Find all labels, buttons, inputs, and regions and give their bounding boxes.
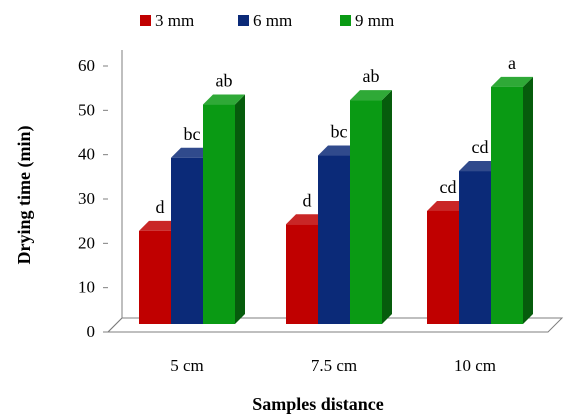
- bar-front: [286, 224, 318, 324]
- bar-side: [235, 94, 245, 324]
- bars: [139, 76, 533, 324]
- bar-side: [382, 90, 392, 324]
- legend-swatch: [340, 15, 351, 26]
- floor-edge: [107, 317, 123, 333]
- bar-top: [286, 214, 328, 225]
- legend-label: 9 mm: [355, 11, 394, 30]
- y-tick-label: 60: [78, 56, 95, 75]
- y-tick-label: 20: [78, 233, 95, 252]
- bar-front: [318, 155, 350, 324]
- bar-side: [523, 76, 533, 324]
- bar-top: [318, 145, 360, 156]
- legend-swatch: [140, 15, 151, 26]
- legend-item: 6 mm: [238, 11, 292, 30]
- bar-front: [459, 171, 491, 324]
- bar-top: [350, 90, 392, 101]
- bar-top: [171, 147, 213, 158]
- legend-item: 3 mm: [140, 11, 194, 30]
- bar-top: [459, 161, 501, 172]
- bar-front: [171, 157, 203, 324]
- legend-item: 9 mm: [340, 11, 394, 30]
- x-tick-label: 10 cm: [454, 356, 496, 375]
- bar-significance-label: cd: [472, 137, 489, 157]
- y-axis: 0 10 20 30 40 50 60: [78, 50, 123, 341]
- bar-front: [139, 230, 171, 324]
- bar-front: [491, 86, 523, 324]
- y-tick-label: 50: [78, 100, 95, 119]
- bar-front: [350, 100, 382, 324]
- legend-label: 6 mm: [253, 11, 292, 30]
- bar-significance-label: bc: [331, 122, 348, 142]
- x-tick-label: 7.5 cm: [311, 356, 357, 375]
- bar-front: [203, 104, 235, 324]
- bar-top: [427, 200, 469, 211]
- y-tick-label: 40: [78, 145, 95, 164]
- bar-significance-label: d: [303, 190, 312, 210]
- bar-significance-label: bc: [184, 124, 201, 144]
- bar: [491, 76, 533, 324]
- y-axis-title: Drying time (min): [14, 126, 35, 265]
- x-axis-title: Samples distance: [252, 394, 384, 414]
- bar: [203, 94, 245, 324]
- bar-significance-label: ab: [363, 66, 380, 86]
- bar-significance-label: ab: [216, 71, 233, 91]
- legend-swatch: [238, 15, 249, 26]
- x-tick-label: 5 cm: [170, 356, 204, 375]
- bar-front: [427, 210, 459, 324]
- bar-top: [203, 94, 245, 105]
- y-tick-label: 30: [78, 189, 95, 208]
- bar-significance-label: a: [508, 53, 516, 73]
- x-axis-labels: 5 cm 7.5 cm 10 cm: [170, 356, 496, 375]
- bar: [350, 90, 392, 324]
- bar-top: [491, 76, 533, 87]
- bar-significance-label: d: [156, 197, 165, 217]
- legend-label: 3 mm: [155, 11, 194, 30]
- bar-top: [139, 220, 181, 231]
- y-tick-label: 0: [87, 322, 96, 341]
- bar-significance-label: cd: [440, 177, 457, 197]
- y-tick-label: 10: [78, 278, 95, 297]
- legend: 3 mm 6 mm 9 mm: [140, 11, 394, 30]
